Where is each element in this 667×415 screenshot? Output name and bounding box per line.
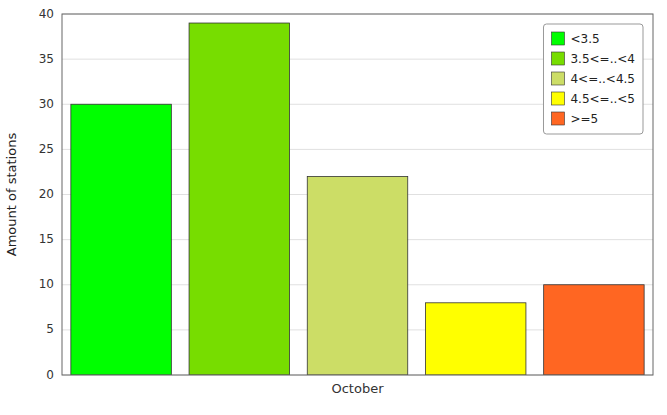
y-axis: 0 5 10 15 20 25 30 35 40 bbox=[39, 7, 54, 382]
y-tick-label: 5 bbox=[46, 322, 54, 336]
legend-label: >=5 bbox=[570, 112, 598, 126]
chart-container: 0 5 10 15 20 25 30 35 40 October Amount of station… bbox=[0, 0, 667, 415]
legend-label: 3.5<=..<4 bbox=[570, 52, 635, 66]
plot-frame bbox=[62, 14, 653, 375]
bar bbox=[425, 303, 525, 375]
bar bbox=[307, 176, 407, 375]
bar bbox=[189, 23, 289, 375]
bar bbox=[544, 285, 644, 375]
legend-swatch bbox=[551, 32, 564, 45]
x-axis: October bbox=[331, 381, 384, 396]
legend-swatch bbox=[551, 112, 564, 125]
legend-swatch bbox=[551, 92, 564, 105]
plot-background bbox=[62, 14, 653, 375]
bar bbox=[71, 104, 171, 375]
y-tick-label: 35 bbox=[39, 52, 54, 66]
y-tick-label: 0 bbox=[46, 368, 54, 382]
legend-label: <3.5 bbox=[570, 32, 599, 46]
page: {"chart_data": {"type": "bar", "categori… bbox=[0, 0, 667, 415]
bars bbox=[71, 23, 644, 375]
y-tick-label: 15 bbox=[39, 232, 54, 246]
legend-label: 4<=..<4.5 bbox=[570, 72, 635, 86]
x-tick-label: October bbox=[331, 381, 384, 396]
legend-box bbox=[543, 24, 643, 134]
y-tick-label: 10 bbox=[39, 277, 54, 291]
y-axis-label: Amount of stations bbox=[4, 133, 19, 257]
y-tick-label: 20 bbox=[39, 187, 54, 201]
y-grid bbox=[62, 14, 653, 375]
legend-swatch bbox=[551, 52, 564, 65]
legend: <3.5 3.5<=..<4 4<=..<4.5 4.5<=..<5 >=5 bbox=[543, 24, 643, 134]
y-tick-label: 30 bbox=[39, 97, 54, 111]
legend-label: 4.5<=..<5 bbox=[570, 92, 635, 106]
y-tick-label: 40 bbox=[39, 7, 54, 21]
legend-swatch bbox=[551, 72, 564, 85]
y-tick-label: 25 bbox=[39, 142, 54, 156]
chart-svg: 0 5 10 15 20 25 30 35 40 October Amount of station… bbox=[0, 0, 667, 415]
